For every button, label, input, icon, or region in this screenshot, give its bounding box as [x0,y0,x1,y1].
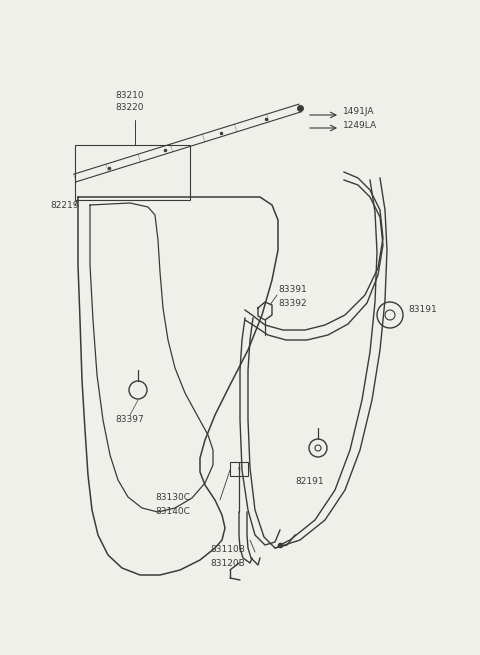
Bar [230,462,248,476]
Text: 83220: 83220 [116,103,144,113]
Bar [75,145,190,200]
Text: c: c [238,466,240,472]
Text: 82191: 82191 [295,477,324,487]
Text: 82219: 82219 [50,200,79,210]
Text: 83397: 83397 [115,415,144,424]
Text: 83392: 83392 [278,299,307,307]
Text: 83140C: 83140C [155,506,190,515]
Text: 83191: 83191 [408,305,437,314]
Text: 83391: 83391 [278,286,307,295]
Text: 1249LA: 1249LA [343,121,377,130]
Text: 83120B: 83120B [210,559,245,567]
Text: 83130C: 83130C [155,493,190,502]
Text: 83110B: 83110B [210,546,245,555]
Text: 83210: 83210 [116,90,144,100]
Text: 1491JA: 1491JA [343,107,374,117]
